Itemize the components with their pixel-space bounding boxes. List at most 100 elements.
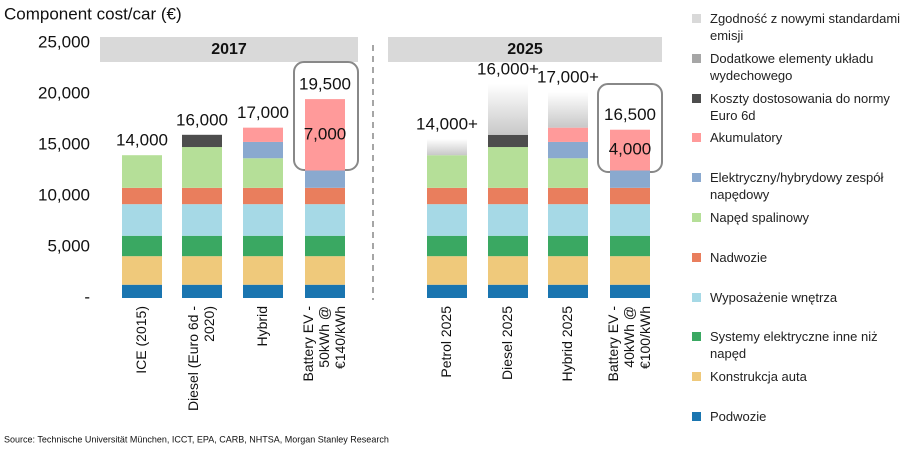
x-tick-line: €100/kWh (637, 306, 653, 369)
legend-item: Wyposażenie wnętrza (692, 289, 914, 306)
bar-segment (243, 141, 283, 159)
legend-label: Elektryczny/hybrydowy zespół napędowy (710, 170, 884, 203)
segment-label: 7,000 (304, 124, 347, 143)
bar-segment (488, 284, 528, 298)
y-tick-label: 15,000 (38, 134, 90, 153)
bar-segment (488, 187, 528, 205)
bar-segment (182, 134, 222, 148)
legend-item: Napęd spalinowy (692, 209, 914, 226)
y-tick-label: 5,000 (47, 236, 90, 255)
segment-label: 4,000 (609, 140, 652, 159)
legend-item: Zgodność z nowymi standardami emisji (692, 10, 914, 44)
legend-swatch (692, 213, 701, 222)
bar-segment (243, 235, 283, 257)
x-tick-label: Petrol 2025 (438, 306, 454, 378)
chart-title: Component cost/car (€) (4, 4, 182, 23)
legend-item: Nadwozie (692, 249, 914, 266)
x-tick-label: Diesel 2025 (499, 306, 515, 380)
total-label: 16,000 (176, 110, 228, 129)
bar-segment (243, 256, 283, 285)
x-tick-line: €140/kWh (332, 306, 348, 369)
y-tick-label: 25,000 (38, 32, 90, 51)
legend-label: Systemy elektryczne inne niż napęd (710, 329, 878, 362)
legend-item: Systemy elektryczne inne niż napęd (692, 328, 914, 362)
bar-segment (548, 158, 588, 188)
legend-label: Napęd spalinowy (710, 210, 810, 225)
bar-segment (548, 91, 588, 128)
legend-swatch (692, 14, 701, 23)
x-tick-label: Battery EV -50kWh @€140/kWh (300, 306, 348, 382)
x-tick-line: Diesel (Euro 6d - (185, 306, 201, 411)
legend-swatch (692, 332, 701, 342)
bar-segment (488, 134, 528, 148)
x-tick-line: ICE (2015) (133, 306, 149, 374)
bar-segment (427, 138, 467, 156)
legend-item: Podwozie (692, 408, 914, 425)
total-label: 14,000 (116, 131, 168, 150)
legend-label: Wyposażenie wnętrza (710, 289, 838, 305)
bar-segment (488, 256, 528, 285)
bar-segment (182, 256, 222, 285)
total-label: 17,000+ (537, 67, 599, 86)
bar-segment (488, 235, 528, 257)
bar-segment (305, 99, 345, 171)
bar-segment (243, 158, 283, 188)
bar-segment (548, 204, 588, 236)
legend-label: Dodatkowe elementy układu wydechowego (710, 50, 874, 83)
bar-segment (610, 170, 650, 188)
bar-segment (427, 187, 467, 205)
total-label: 17,000 (237, 103, 289, 122)
bar-segment (305, 235, 345, 257)
bar-segment (548, 256, 588, 285)
bar-segment (548, 187, 588, 205)
bar-segment (122, 187, 162, 205)
bar-segment (122, 155, 162, 188)
source: Source: Technische Universität München, … (4, 434, 389, 444)
legend-item: Elektryczny/hybrydowy zespół napędowy (692, 169, 914, 203)
bar-segment (122, 256, 162, 285)
bar-segment (305, 284, 345, 298)
x-tick-line: 40kWh @ (621, 306, 637, 368)
bar-segment (427, 235, 467, 257)
bar-segment (305, 204, 345, 236)
bar-segment (427, 284, 467, 298)
bar-segment (427, 155, 467, 188)
legend-label: Nadwozie (710, 249, 768, 265)
bar-segment (610, 129, 650, 171)
bar-segment (122, 235, 162, 257)
legend-swatch (692, 252, 701, 262)
legend-item: Dodatkowe elementy układu wydechowego (692, 50, 914, 84)
x-tick-line: Hybrid 2025 (559, 306, 575, 382)
bar-segment (610, 204, 650, 236)
bar-segment (305, 170, 345, 188)
bar-segment (243, 284, 283, 298)
total-label: 16,500 (604, 105, 656, 124)
bar-segment (427, 204, 467, 236)
total-label: 14,000+ (416, 114, 478, 133)
bar-segment (488, 83, 528, 135)
bar-segment (427, 256, 467, 285)
bar-segment (610, 284, 650, 298)
total-label: 19,500 (299, 75, 351, 94)
bar-segment (610, 256, 650, 285)
legend-label: Podwozie (710, 409, 767, 424)
group-label: 2017 (211, 41, 247, 58)
y-tick-label: 10,000 (38, 185, 90, 204)
x-tick-label: Hybrid (254, 306, 270, 346)
legend-item: Koszty dostosowania do normy Euro 6d (692, 90, 914, 124)
bar-segment (488, 147, 528, 188)
bar-segment (548, 284, 588, 298)
x-tick-line: Diesel 2025 (499, 306, 515, 380)
legend-label: Koszty dostosowania do normy Euro 6d (710, 90, 890, 123)
group-header-bg (100, 37, 358, 62)
x-tick-line: Hybrid (254, 306, 270, 346)
bar-segment (182, 235, 222, 257)
legend-swatch (692, 412, 701, 421)
x-tick-line: Battery EV - (605, 306, 621, 382)
group-label: 2025 (507, 41, 543, 58)
group-header-bg (388, 37, 662, 62)
legend-swatch (692, 93, 701, 103)
legend-swatch (692, 53, 701, 63)
legend-label: Zgodność z nowymi standardami emisji (710, 11, 901, 43)
bar-segment (548, 141, 588, 159)
